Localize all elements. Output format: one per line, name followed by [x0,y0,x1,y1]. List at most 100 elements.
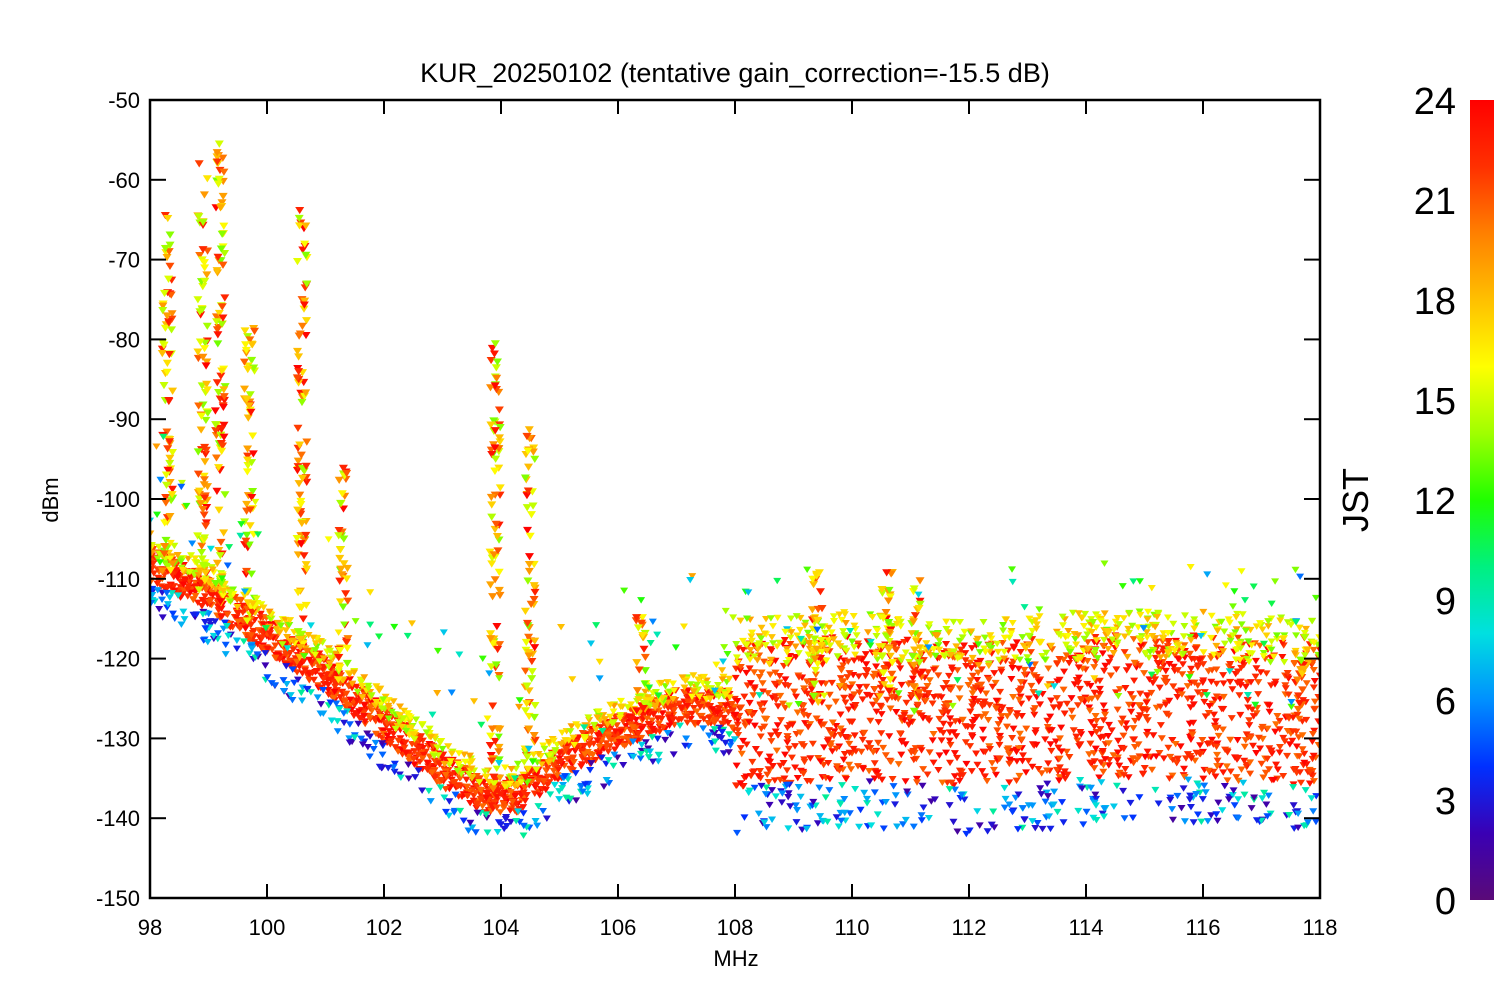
data-point [462,777,470,783]
data-point [412,717,420,723]
data-point [352,618,360,624]
data-point [1266,709,1274,715]
data-point [758,708,766,714]
data-point [979,727,987,733]
data-point [1003,724,1011,730]
data-point [243,366,252,373]
data-point [1179,661,1187,667]
data-point [307,622,315,628]
data-point [201,417,210,424]
data-point [1236,712,1244,718]
data-point [600,783,608,789]
data-point [364,642,372,648]
data-point [1090,664,1098,670]
data-point [880,826,888,832]
data-point [1221,641,1229,647]
data-point [942,750,950,756]
data-point [525,568,534,575]
data-point [1276,744,1284,750]
data-point [1083,809,1091,815]
y-tick-label: -100 [96,487,140,512]
data-point [868,614,876,620]
data-point [1059,622,1067,628]
data-point [486,581,495,588]
data-point [638,742,646,748]
data-point [1296,574,1304,580]
data-point [1232,614,1240,620]
data-point [925,815,933,821]
data-point [967,665,975,671]
data-point [961,629,969,635]
data-point [1235,692,1243,698]
data-point [787,616,795,622]
data-point [635,666,644,673]
data-point [1308,739,1316,745]
data-point [1200,649,1208,655]
data-point [1219,726,1227,732]
data-point [845,706,853,712]
data-point [1241,597,1249,603]
data-point [1123,667,1131,673]
data-point [1187,804,1195,810]
data-point [875,719,883,725]
data-point [956,695,964,701]
data-point [328,717,336,723]
y-tick-label: -90 [108,407,140,432]
data-point [759,680,767,686]
data-point [609,763,617,769]
data-point [1130,636,1138,642]
data-point [1208,613,1216,619]
data-point [918,747,926,753]
x-tick-label: 114 [1068,915,1103,940]
data-point [1076,777,1084,783]
data-point [294,353,303,360]
data-point [999,627,1007,633]
data-point [1158,735,1166,741]
data-point [1141,765,1149,771]
data-point [472,829,480,835]
data-point [297,399,306,406]
data-point [767,732,775,738]
data-point [1070,727,1078,733]
data-point [525,687,534,694]
data-point [737,745,745,751]
data-point [740,694,748,700]
data-point [1263,670,1271,676]
data-point [766,672,774,678]
data-point [1043,718,1051,724]
data-point [985,663,993,669]
data-point [218,231,227,238]
data-point [676,723,684,729]
data-point [207,546,215,552]
data-point [712,748,720,754]
data-point [979,619,987,625]
data-point [211,407,220,414]
data-point [1022,769,1030,775]
data-point [244,415,253,422]
data-point [718,667,726,673]
data-point [1239,780,1247,786]
data-point [203,175,212,182]
data-point [946,722,954,728]
data-point [405,776,413,782]
plot-frame [150,100,1320,898]
data-point [918,817,926,823]
data-point [1035,606,1043,612]
data-point [574,723,582,729]
data-point [1009,579,1017,585]
data-point [1135,794,1143,800]
data-point [1283,753,1291,759]
data-point [379,752,387,758]
data-point [1097,779,1105,785]
data-point [525,553,534,560]
data-point [213,379,222,386]
data-point [1143,732,1151,738]
data-point [298,323,307,330]
data-point [1310,684,1318,690]
data-point [949,819,957,825]
data-point [883,697,891,703]
data-point [343,645,352,652]
data-point [776,673,784,679]
data-point [1228,686,1236,692]
data-point [857,807,865,813]
